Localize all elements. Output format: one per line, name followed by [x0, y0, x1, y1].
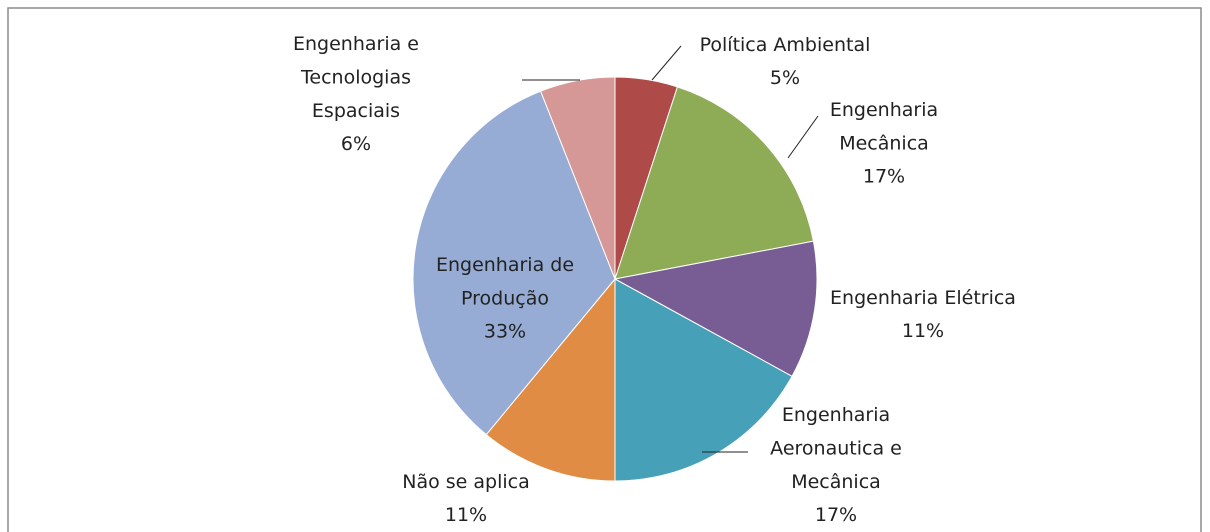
pie-slice: [614, 278, 793, 482]
labels: Política Ambiental 5% Engenharia Mecânica 17…: [293, 33, 1016, 527]
value-label: 33%: [484, 321, 526, 343]
slice-label: Política Ambiental: [700, 34, 871, 56]
pie-slice: [539, 76, 616, 280]
leader-line: [651, 45, 682, 81]
pie-slice: [614, 86, 815, 280]
value-label: 6%: [341, 133, 371, 155]
slice-label: Engenharia e Tecnologias Espaciais: [293, 33, 419, 122]
pie-slice: [485, 277, 616, 482]
value-label: 11%: [902, 320, 944, 342]
pie-slice: [613, 240, 818, 377]
pie-slice: [412, 90, 616, 436]
value-label: 17%: [863, 166, 905, 188]
pie: [412, 76, 818, 482]
value-label: 17%: [815, 504, 857, 526]
chart-frame: [7, 7, 1202, 532]
slice-label: Engenharia Aeronautica e Mecânica: [770, 404, 902, 493]
slice-label: Engenharia Mecânica: [830, 99, 938, 155]
slice-label: Engenharia Elétrica: [830, 287, 1016, 309]
leader-line: [787, 115, 819, 159]
value-label: 5%: [770, 67, 800, 89]
value-label: 11%: [445, 504, 487, 526]
slice-label: Engenharia de Produção: [436, 254, 574, 310]
slice-label: Não se aplica: [402, 471, 530, 493]
